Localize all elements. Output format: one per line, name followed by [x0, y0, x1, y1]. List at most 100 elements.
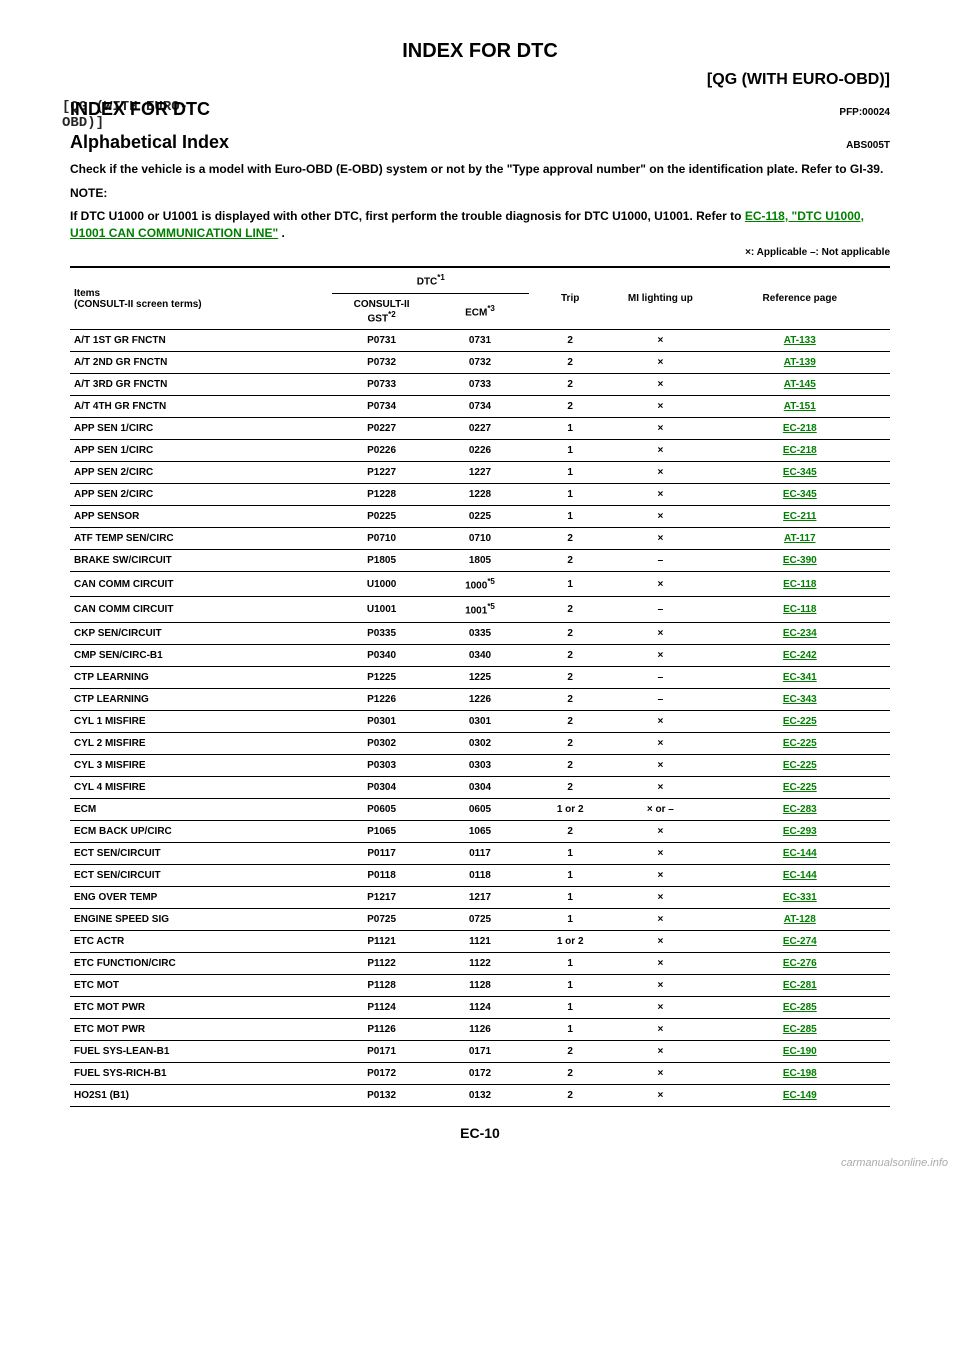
table-row: CYL 1 MISFIREP030103012×EC-225	[70, 710, 890, 732]
th-items-label: Items	[74, 288, 100, 299]
cell-ecm: 1121	[431, 930, 529, 952]
cell-item: ETC MOT PWR	[70, 1018, 332, 1040]
cell-mi: ×	[611, 974, 709, 996]
cell-trip: 2	[529, 352, 611, 374]
th-trip: Trip	[529, 267, 611, 329]
cell-consult: P0117	[332, 842, 430, 864]
cell-ref: AT-117	[710, 528, 890, 550]
reference-link[interactable]: EC-144	[783, 848, 817, 859]
reference-link[interactable]: EC-345	[783, 467, 817, 478]
cell-consult: P1228	[332, 484, 430, 506]
cell-ecm: 0303	[431, 754, 529, 776]
reference-link[interactable]: EC-225	[783, 716, 817, 727]
cell-ecm: 0734	[431, 396, 529, 418]
cell-ref: AT-139	[710, 352, 890, 374]
reference-link[interactable]: EC-285	[783, 1002, 817, 1013]
cell-ref: EC-218	[710, 418, 890, 440]
cell-ref: EC-331	[710, 886, 890, 908]
th-dtc-label: DTC	[417, 277, 438, 288]
reference-link[interactable]: EC-190	[783, 1046, 817, 1057]
cell-mi: ×	[611, 396, 709, 418]
reference-link[interactable]: AT-117	[784, 533, 816, 544]
cell-trip: 2	[529, 597, 611, 622]
cell-ecm: 0733	[431, 374, 529, 396]
reference-link[interactable]: EC-283	[783, 804, 817, 815]
cell-trip: 2	[529, 1040, 611, 1062]
reference-link[interactable]: EC-345	[783, 489, 817, 500]
table-row: CTP LEARNINGP122512252–EC-341	[70, 666, 890, 688]
table-row: A/T 4TH GR FNCTNP073407342×AT-151	[70, 396, 890, 418]
dtc-index-table: Items (CONSULT-II screen terms) DTC*1 Tr…	[70, 266, 890, 1106]
reference-link[interactable]: EC-144	[783, 870, 817, 881]
cell-ref: AT-151	[710, 396, 890, 418]
reference-link[interactable]: EC-234	[783, 628, 817, 639]
reference-link[interactable]: EC-225	[783, 738, 817, 749]
cell-mi: ×	[611, 440, 709, 462]
cell-consult: P1805	[332, 550, 430, 572]
reference-link[interactable]: EC-293	[783, 826, 817, 837]
cell-item: CTP LEARNING	[70, 666, 332, 688]
reference-link[interactable]: AT-128	[784, 914, 816, 925]
pfp-code: PFP:00024	[839, 107, 890, 118]
reference-link[interactable]: EC-218	[783, 423, 817, 434]
reference-link[interactable]: EC-285	[783, 1024, 817, 1035]
cell-item: FUEL SYS-LEAN-B1	[70, 1040, 332, 1062]
reference-link[interactable]: EC-390	[783, 555, 817, 566]
reference-link[interactable]: EC-242	[783, 650, 817, 661]
cell-consult: P0605	[332, 798, 430, 820]
reference-link[interactable]: EC-341	[783, 672, 817, 683]
reference-link[interactable]: EC-281	[783, 980, 817, 991]
reference-link[interactable]: EC-118	[783, 579, 816, 590]
cell-ecm: 1225	[431, 666, 529, 688]
reference-link[interactable]: EC-274	[783, 936, 817, 947]
cell-consult: P1227	[332, 462, 430, 484]
th-ref: Reference page	[710, 267, 890, 329]
cell-ecm: 1065	[431, 820, 529, 842]
table-row: CTP LEARNINGP122612262–EC-343	[70, 688, 890, 710]
table-row: APP SEN 2/CIRCP122712271×EC-345	[70, 462, 890, 484]
watermark: carmanualsonline.info	[841, 1157, 948, 1169]
cell-ecm: 1124	[431, 996, 529, 1018]
table-row: CAN COMM CIRCUITU10001000*51×EC-118	[70, 572, 890, 597]
cell-item: APP SEN 2/CIRC	[70, 484, 332, 506]
cell-item: CYL 4 MISFIRE	[70, 776, 332, 798]
reference-link[interactable]: EC-149	[783, 1090, 817, 1101]
cell-ecm: 0118	[431, 864, 529, 886]
reference-link[interactable]: EC-118	[783, 604, 816, 615]
cell-consult: P1225	[332, 666, 430, 688]
reference-link[interactable]: EC-225	[783, 782, 817, 793]
cell-ecm: 0227	[431, 418, 529, 440]
cell-mi: ×	[611, 842, 709, 864]
cell-ref: EC-285	[710, 1018, 890, 1040]
th-dtc: DTC*1	[332, 267, 529, 293]
reference-link[interactable]: EC-218	[783, 445, 817, 456]
cell-ecm: 0605	[431, 798, 529, 820]
cell-item: BRAKE SW/CIRCUIT	[70, 550, 332, 572]
cell-trip: 2	[529, 396, 611, 418]
cell-trip: 2	[529, 710, 611, 732]
cell-mi: ×	[611, 352, 709, 374]
cell-consult: P0731	[332, 330, 430, 352]
reference-link[interactable]: EC-225	[783, 760, 817, 771]
reference-link[interactable]: AT-139	[784, 357, 816, 368]
table-row: APP SEN 1/CIRCP022702271×EC-218	[70, 418, 890, 440]
cell-ecm: 1217	[431, 886, 529, 908]
cell-trip: 2	[529, 622, 611, 644]
reference-link[interactable]: AT-133	[784, 335, 816, 346]
cell-ref: EC-283	[710, 798, 890, 820]
cell-trip: 1	[529, 462, 611, 484]
reference-link[interactable]: EC-211	[783, 511, 816, 522]
cell-consult: P0734	[332, 396, 430, 418]
cell-ecm: 0731	[431, 330, 529, 352]
cell-item: APP SEN 2/CIRC	[70, 462, 332, 484]
table-row: APP SEN 1/CIRCP022602261×EC-218	[70, 440, 890, 462]
body-paragraph-1: Check if the vehicle is a model with Eur…	[70, 161, 890, 178]
reference-link[interactable]: EC-276	[783, 958, 817, 969]
cell-consult: U1000	[332, 572, 430, 597]
reference-link[interactable]: EC-198	[783, 1068, 817, 1079]
reference-link[interactable]: EC-331	[783, 892, 817, 903]
cell-item: ECM BACK UP/CIRC	[70, 820, 332, 842]
reference-link[interactable]: AT-145	[784, 379, 816, 390]
reference-link[interactable]: EC-343	[783, 694, 817, 705]
reference-link[interactable]: AT-151	[784, 401, 816, 412]
